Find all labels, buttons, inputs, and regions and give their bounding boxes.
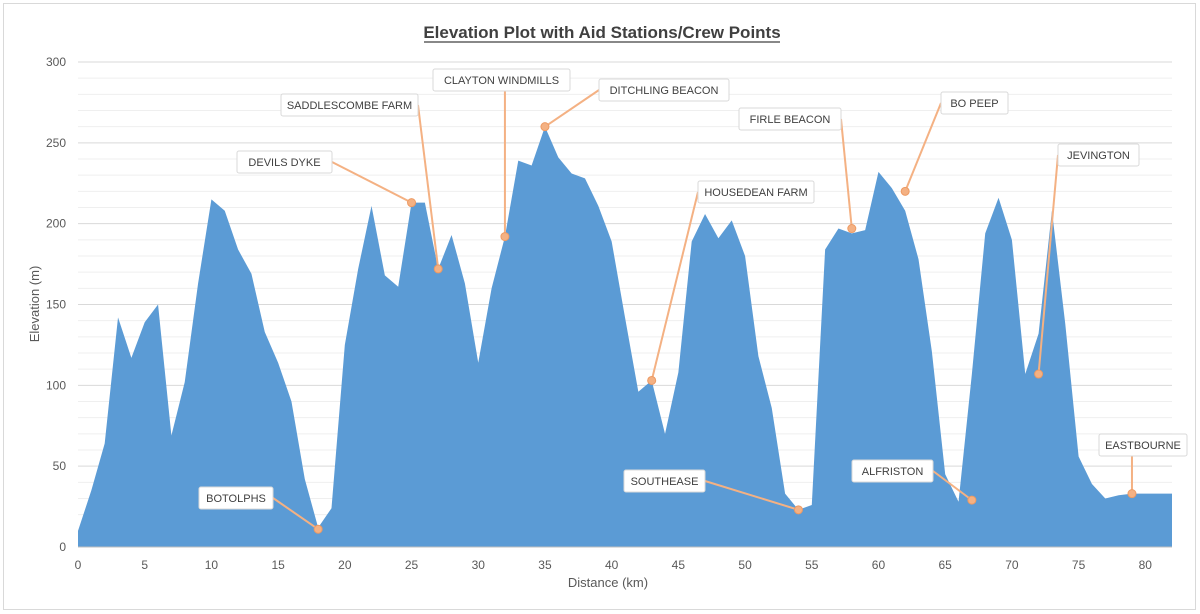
callout-label: DITCHLING BEACON [610, 85, 719, 97]
callout-box [432, 68, 571, 92]
callout-bo-peep: BO PEEP [900, 91, 1009, 196]
callout-jevington: JEVINGTON [1034, 143, 1140, 379]
callout-box [280, 93, 419, 117]
leader-line [704, 480, 799, 511]
leader-line [544, 89, 600, 128]
callout-ditchling-beacon: DITCHLING BEACON [540, 78, 730, 132]
y-tick-label: 50 [53, 459, 67, 473]
x-axis-title: Distance (km) [568, 575, 648, 590]
aid-station-marker [500, 232, 510, 242]
aid-station-marker [967, 495, 977, 505]
aid-station-marker [1034, 369, 1044, 379]
callout-alfriston: ALFRISTON [851, 459, 977, 505]
callout-devils-dyke: DEVILS DYKE [236, 150, 417, 208]
x-tick-label: 25 [405, 558, 419, 572]
callout-label: SADDLESCOMBE FARM [287, 100, 412, 112]
y-tick-label: 100 [46, 378, 66, 392]
axes: 0 5 10 15 20 25 30 35 40 45 50 55 60 65 70 75 80 0 50 100 15… [46, 55, 1172, 572]
callout-label: FIRLE BEACON [750, 114, 831, 126]
x-tick-label: 80 [1139, 558, 1153, 572]
x-tick-label: 55 [805, 558, 819, 572]
callout-saddlescombe-farm: SADDLESCOMBE FARM [280, 93, 443, 274]
callout-botolphs: BOTOLPHS [198, 486, 323, 534]
aid-station-marker [407, 198, 417, 208]
aid-station-marker [793, 505, 803, 515]
aid-station-marker [1127, 489, 1137, 499]
callout-label: HOUSEDEAN FARM [704, 187, 807, 199]
x-tick-label: 30 [472, 558, 486, 572]
plot-area [78, 126, 1172, 548]
callout-eastbourne: EASTBOURNE [1098, 433, 1188, 499]
leader-line [272, 497, 319, 531]
callout-box [1098, 433, 1188, 457]
callout-box [198, 486, 274, 510]
leader-line [904, 102, 942, 192]
x-tick-label: 50 [738, 558, 752, 572]
aid-station-marker [433, 264, 443, 274]
elevation-chart: 0 5 10 15 20 25 30 35 40 45 50 55 60 65 70 75 80 0 50 100 15… [27, 23, 1188, 590]
leader-line [417, 104, 440, 270]
y-tick-label: 250 [46, 136, 66, 150]
aid-station-marker [847, 224, 857, 234]
aid-station-marker [900, 186, 910, 196]
callout-label: ALFRISTON [862, 466, 924, 478]
x-tick-label: 60 [872, 558, 886, 572]
leader-line [1037, 154, 1059, 375]
callout-label: SOUTHEASE [631, 476, 699, 488]
x-tick-label: 0 [75, 558, 82, 572]
elevation-area [78, 126, 1172, 548]
x-tick-label: 40 [605, 558, 619, 572]
callout-label: BOTOLPHS [206, 493, 266, 505]
x-tick-label: 75 [1072, 558, 1086, 572]
callout-housedean-farm: HOUSEDEAN FARM [647, 180, 815, 385]
y-tick-label: 0 [59, 540, 66, 554]
x-tick-label: 70 [1005, 558, 1019, 572]
callout-box [1057, 143, 1140, 167]
x-tick-label: 35 [538, 558, 552, 572]
leader-line [932, 470, 973, 501]
x-tick-label: 45 [672, 558, 686, 572]
callout-box [598, 78, 730, 102]
y-axis-title: Elevation (m) [27, 266, 42, 343]
callout-firle-beacon: FIRLE BEACON [738, 107, 857, 234]
callout-label: CLAYTON WINDMILLS [444, 75, 559, 87]
y-tick-label: 300 [46, 55, 66, 69]
callout-label: DEVILS DYKE [248, 157, 320, 169]
callout-label: EASTBOURNE [1105, 440, 1181, 452]
aid-station-marker [647, 375, 657, 385]
chart-title: Elevation Plot with Aid Stations/Crew Po… [423, 23, 780, 42]
aid-station-marker [540, 122, 550, 132]
y-tick-label: 150 [46, 298, 66, 312]
callout-box [940, 91, 1009, 115]
callout-southease: SOUTHEASE [623, 469, 803, 515]
callouts: BOTOLPHS DEVILS DYKE SADDLESCOMBE FARM CLAY… [198, 68, 1188, 534]
x-tick-label: 65 [939, 558, 953, 572]
callout-label: JEVINGTON [1067, 150, 1130, 162]
leader-line [650, 191, 699, 381]
callout-box [738, 107, 842, 131]
callout-clayton-windmills: CLAYTON WINDMILLS [432, 68, 571, 242]
x-tick-label: 15 [271, 558, 285, 572]
callout-box [236, 150, 333, 174]
callout-box [851, 459, 934, 483]
x-tick-label: 10 [205, 558, 219, 572]
callout-label: BO PEEP [950, 98, 998, 110]
y-tick-label: 200 [46, 217, 66, 231]
x-tick-label: 20 [338, 558, 352, 572]
aid-station-marker [313, 524, 323, 534]
callout-box [623, 469, 706, 493]
callout-box [697, 180, 815, 204]
chart-frame: 0 5 10 15 20 25 30 35 40 45 50 55 60 65 70 75 80 0 50 100 15… [3, 3, 1196, 610]
x-tick-label: 5 [141, 558, 148, 572]
leader-line [840, 118, 853, 229]
leader-line [331, 161, 412, 204]
